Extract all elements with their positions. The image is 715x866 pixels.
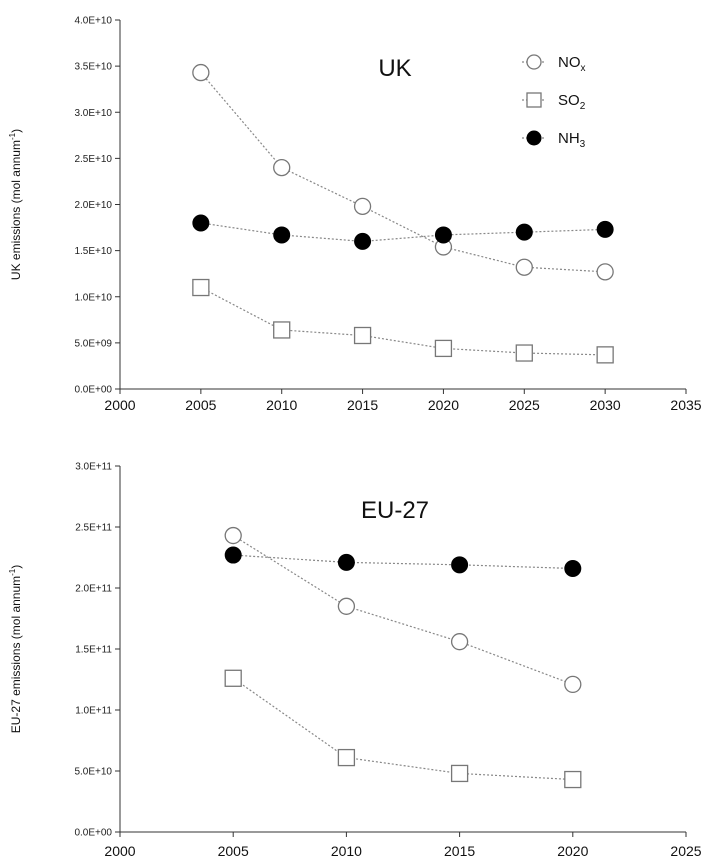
uk-nh3-point [596,220,614,238]
eu27-nox-point [337,597,356,615]
legend-so2-label: SO2 [558,92,586,112]
eu27-y-tick-label: 0.0E+00 [74,828,112,839]
uk-nox-point [192,63,210,82]
eu27-y-tick-label: 3.0E+11 [75,462,112,473]
uk-nh3-point [273,226,291,244]
uk-nox-point [596,263,614,281]
uk-nh3-point [192,214,210,232]
eu27-nh3-series-line [233,554,573,570]
eu27-x-tick-label: 2010 [331,843,362,859]
uk-nox-point [515,258,533,276]
eu27-nox-point [450,633,469,651]
legend-so2-marker [526,92,542,108]
legend-nh3-marker [526,130,542,146]
uk-nh3-series-line [200,222,606,243]
uk-legend: NOx SO2 NH3 [522,54,586,150]
eu27-chart: 0.0E+00 5.0E+10 1.0E+11 1.5E+11 2.0E+11 2.5E+… [8,462,702,860]
eu27-y-tick-label: 5.0E+10 [74,767,112,778]
eu27-so2-point [564,770,582,789]
uk-x-tick-label: 2000 [104,397,135,413]
uk-nh3-point [434,226,452,244]
uk-nox-point [353,197,372,215]
uk-x-tick-label: 2035 [670,397,701,413]
eu27-y-tick-label: 2.0E+11 [75,584,112,595]
uk-x-tick-label: 2010 [266,397,297,413]
uk-x-tick-label: 2005 [185,397,216,413]
uk-nox-series-line [200,72,606,273]
uk-so2-point [596,346,614,364]
eu27-so2-series-line [232,677,573,781]
eu27-y-tick-label: 1.5E+11 [75,645,112,656]
uk-y-tick-label: 4.0E+10 [74,16,112,27]
uk-y-tick-label: 5.0E+09 [74,338,112,349]
eu27-so2-point [337,748,356,767]
uk-y-tick-label: 1.5E+10 [74,246,112,257]
legend-nox-label: NOx [558,54,586,74]
uk-so2-point [353,326,372,345]
eu27-y-axis-label: EU-27 emissions (mol annum-1) [8,565,23,734]
uk-so2-point [273,321,291,339]
eu27-nox-point [224,526,242,545]
uk-y-tick-label: 2.5E+10 [74,154,112,165]
eu27-y-tick-label: 2.5E+11 [75,523,112,534]
legend-nh3-label: NH3 [558,130,586,150]
uk-nh3-point [354,232,372,250]
eu27-nox-point [564,675,582,694]
uk-chart: 0.0E+00 5.0E+09 1.0E+10 1.5E+10 2.0E+10 2.5E+… [8,16,702,414]
eu27-y-tick-label: 1.0E+11 [75,706,112,717]
uk-nox-point [273,158,291,177]
eu27-x-tick-label: 2025 [670,843,701,859]
uk-so2-point [434,339,453,358]
uk-x-tick-label: 2020 [428,397,459,413]
uk-y-axis-label: UK emissions (mol annum-1) [8,129,23,280]
uk-x-tick-label: 2030 [590,397,621,413]
uk-y-tick-label: 2.0E+10 [74,200,112,211]
uk-so2-series-line [200,286,606,356]
uk-nh3-point [515,223,533,241]
uk-y-tick-label: 3.5E+10 [74,62,112,73]
eu27-nh3-point [337,553,355,571]
uk-x-tick-label: 2025 [509,397,540,413]
eu27-nh3-point [451,556,469,574]
eu27-so2-point [224,669,242,687]
uk-y-tick-label: 0.0E+00 [74,385,112,396]
eu27-x-tick-label: 2020 [557,843,588,859]
eu27-x-tick-label: 2000 [104,843,135,859]
uk-y-tick-label: 3.0E+10 [74,108,112,119]
eu27-chart-title: EU-27 [361,497,429,524]
uk-so2-point [515,344,533,362]
uk-x-tick-label: 2015 [347,397,378,413]
eu27-so2-point [450,764,469,783]
eu27-nh3-point [224,546,242,564]
uk-y-tick-label: 1.0E+10 [74,292,112,303]
eu27-nox-series-line [232,535,574,685]
uk-so2-point [192,278,210,297]
eu27-x-tick-label: 2005 [218,843,249,859]
eu27-x-tick-label: 2015 [444,843,475,859]
uk-chart-title: UK [378,55,411,82]
eu27-nh3-point [564,559,582,577]
legend-nox-marker [526,54,542,70]
